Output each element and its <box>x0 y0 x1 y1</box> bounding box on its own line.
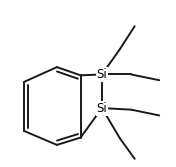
Text: Si: Si <box>97 68 107 81</box>
Text: Si: Si <box>97 102 107 115</box>
